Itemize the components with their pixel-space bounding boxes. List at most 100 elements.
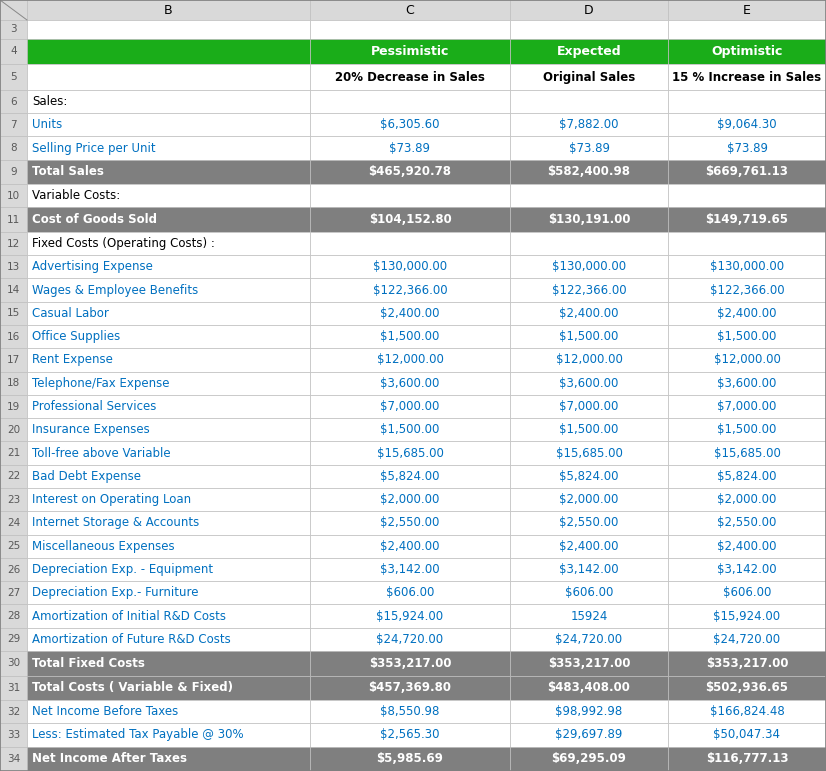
- Bar: [668, 442, 826, 465]
- Bar: [668, 232, 826, 255]
- Text: $1,500.00: $1,500.00: [559, 330, 619, 343]
- Bar: [0, 465, 27, 488]
- Bar: [27, 372, 310, 395]
- Text: $130,000.00: $130,000.00: [710, 261, 784, 274]
- Text: $69,295.09: $69,295.09: [552, 752, 626, 766]
- Text: 22: 22: [7, 471, 20, 481]
- Text: 3: 3: [10, 25, 17, 35]
- Bar: [668, 675, 826, 700]
- Text: $122,366.00: $122,366.00: [552, 284, 626, 297]
- Bar: [27, 20, 310, 39]
- Bar: [510, 39, 668, 64]
- Bar: [310, 301, 510, 325]
- Bar: [310, 442, 510, 465]
- Bar: [510, 207, 668, 232]
- Bar: [668, 723, 826, 746]
- Bar: [310, 534, 510, 558]
- Text: Depreciation Exp. - Equipment: Depreciation Exp. - Equipment: [32, 563, 213, 576]
- Bar: [510, 278, 668, 301]
- Text: $2,000.00: $2,000.00: [380, 493, 439, 507]
- Text: $2,550.00: $2,550.00: [380, 517, 439, 530]
- Text: $1,500.00: $1,500.00: [380, 330, 439, 343]
- Bar: [310, 39, 510, 64]
- Text: Amortization of Future R&D Costs: Amortization of Future R&D Costs: [32, 633, 230, 646]
- Text: Variable Costs:: Variable Costs:: [32, 190, 121, 202]
- Bar: [668, 113, 826, 136]
- Bar: [27, 581, 310, 604]
- Bar: [0, 488, 27, 511]
- Bar: [0, 395, 27, 418]
- Text: $166,824.48: $166,824.48: [710, 705, 785, 718]
- Bar: [27, 488, 310, 511]
- Text: Less: Estimated Tax Payable @ 30%: Less: Estimated Tax Payable @ 30%: [32, 729, 244, 742]
- Text: 25: 25: [7, 541, 20, 551]
- Bar: [27, 651, 310, 675]
- Text: $12,000.00: $12,000.00: [556, 353, 623, 366]
- Text: 26: 26: [7, 564, 20, 574]
- Bar: [27, 113, 310, 136]
- Text: 34: 34: [7, 754, 20, 764]
- Bar: [27, 301, 310, 325]
- Text: $24,720.00: $24,720.00: [555, 633, 623, 646]
- Text: Amortization of Initial R&D Costs: Amortization of Initial R&D Costs: [32, 610, 226, 623]
- Text: Advertising Expense: Advertising Expense: [32, 261, 153, 274]
- Bar: [0, 325, 27, 348]
- Text: $353,217.00: $353,217.00: [368, 657, 451, 670]
- Bar: [0, 372, 27, 395]
- Text: Casual Labor: Casual Labor: [32, 307, 109, 320]
- Bar: [27, 232, 310, 255]
- Text: Miscellaneous Expenses: Miscellaneous Expenses: [32, 540, 174, 553]
- Text: $2,550.00: $2,550.00: [559, 517, 619, 530]
- Text: Units: Units: [32, 118, 62, 131]
- Bar: [310, 20, 510, 39]
- Text: Insurance Expenses: Insurance Expenses: [32, 423, 150, 436]
- Bar: [310, 255, 510, 278]
- Bar: [510, 581, 668, 604]
- Bar: [310, 232, 510, 255]
- Text: $2,400.00: $2,400.00: [717, 540, 776, 553]
- Text: 15924: 15924: [570, 610, 608, 623]
- Text: D: D: [584, 4, 594, 16]
- Text: Bad Debt Expense: Bad Debt Expense: [32, 470, 141, 483]
- Bar: [0, 511, 27, 534]
- Text: 5: 5: [10, 72, 17, 82]
- Bar: [0, 604, 27, 628]
- Bar: [310, 488, 510, 511]
- Bar: [27, 534, 310, 558]
- Text: $122,366.00: $122,366.00: [710, 284, 785, 297]
- Text: 29: 29: [7, 635, 20, 645]
- Text: Selling Price per Unit: Selling Price per Unit: [32, 142, 155, 154]
- Bar: [510, 113, 668, 136]
- Bar: [27, 0, 310, 20]
- Text: $5,824.00: $5,824.00: [717, 470, 776, 483]
- Text: $3,142.00: $3,142.00: [717, 563, 776, 576]
- Text: $9,064.30: $9,064.30: [717, 118, 776, 131]
- Bar: [27, 442, 310, 465]
- Bar: [27, 39, 310, 64]
- Text: $12,000.00: $12,000.00: [377, 353, 444, 366]
- Bar: [668, 278, 826, 301]
- Text: $2,565.30: $2,565.30: [380, 729, 439, 742]
- Text: Net Income After Taxes: Net Income After Taxes: [32, 752, 187, 766]
- Text: $3,600.00: $3,600.00: [380, 377, 439, 390]
- Bar: [668, 325, 826, 348]
- Text: $5,824.00: $5,824.00: [380, 470, 439, 483]
- Text: 16: 16: [7, 332, 20, 342]
- Bar: [310, 746, 510, 771]
- Bar: [27, 278, 310, 301]
- Bar: [0, 723, 27, 746]
- Bar: [310, 395, 510, 418]
- Text: $457,369.80: $457,369.80: [368, 682, 452, 694]
- Bar: [310, 511, 510, 534]
- Bar: [310, 207, 510, 232]
- Text: $7,882.00: $7,882.00: [559, 118, 619, 131]
- Text: $24,720.00: $24,720.00: [377, 633, 444, 646]
- Text: 18: 18: [7, 379, 20, 389]
- Bar: [668, 301, 826, 325]
- Text: Toll-free above Variable: Toll-free above Variable: [32, 446, 171, 460]
- Text: 15 % Increase in Sales: 15 % Increase in Sales: [672, 71, 822, 83]
- Text: $1,500.00: $1,500.00: [717, 423, 776, 436]
- Text: Office Supplies: Office Supplies: [32, 330, 121, 343]
- Bar: [27, 64, 310, 90]
- Bar: [310, 160, 510, 184]
